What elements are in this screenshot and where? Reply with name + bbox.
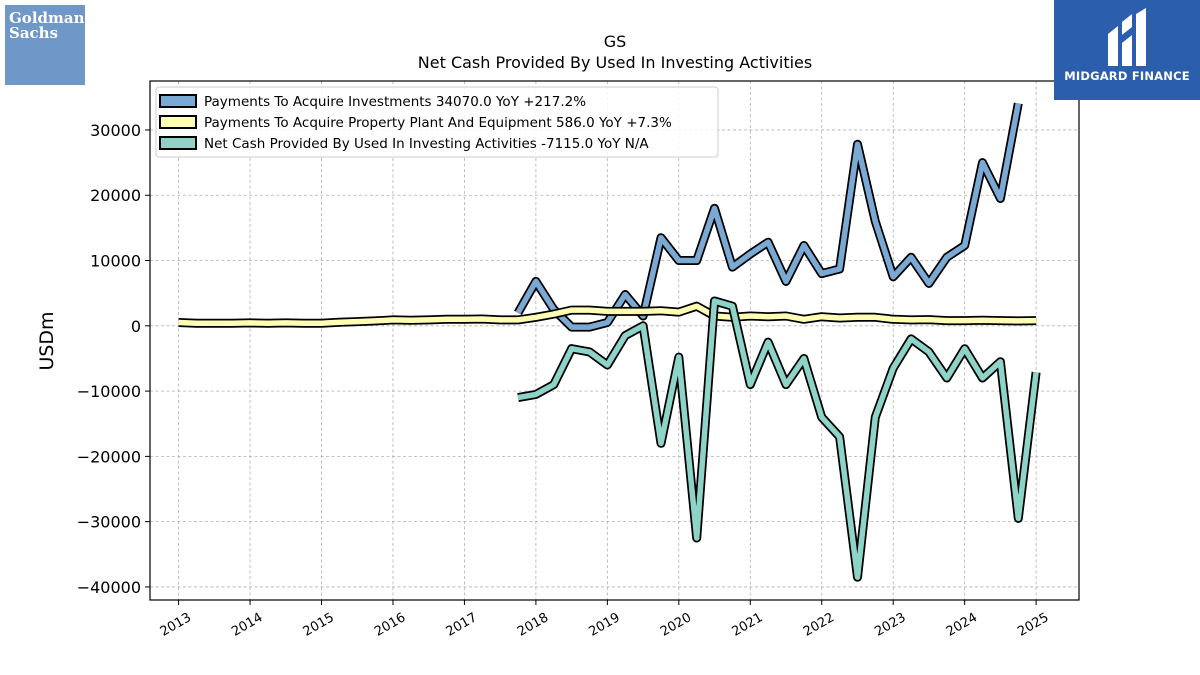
legend-label-3: Net Cash Provided By Used In Investing A… [204,136,649,152]
x-tick-label: 2018 [515,610,551,640]
series-layer [178,102,1041,582]
midgard-finance-logo: MIDGARD FINANCE [1054,0,1200,100]
y-tick-label: 20000 [90,186,141,205]
x-tick-label: 2019 [587,610,623,640]
legend-swatch-2 [159,115,197,129]
logo-left-line1: Goldman [9,9,85,27]
x-tick-label: 2022 [801,610,837,640]
y-ticks: 30000 20000 10000 0 −10000 −20000 −30000 −40000 [77,121,150,597]
x-tick-label: 2014 [229,610,265,640]
grid-lines [150,81,1079,600]
y-tick-label: 0 [131,317,141,336]
logo-right-text: MIDGARD FINANCE [1064,69,1190,83]
y-tick-label: 10000 [90,252,141,271]
x-tick-label: 2017 [444,610,480,640]
chart-title: GS [604,32,627,51]
series-line-2 [178,303,1037,326]
x-tick-label: 2025 [1015,610,1051,640]
midgard-mark-icon [1108,8,1146,66]
x-tick-label: 2015 [301,610,337,640]
legend-label-1: Payments To Acquire Investments 34070.0 … [204,94,586,110]
x-tick-label: 2020 [658,610,694,640]
logo-left-line2: Sachs [9,24,59,42]
chart-subtitle: Net Cash Provided By Used In Investing A… [418,53,812,72]
y-tick-label: 30000 [90,121,141,140]
series-line-3 [517,298,1039,580]
x-tick-label: 2013 [158,610,194,640]
y-axis-label: USDm [36,311,58,370]
x-tick-label: 2021 [729,610,765,640]
x-tick-label: 2023 [872,610,908,640]
legend-swatch-1 [159,94,197,108]
x-tick-label: 2016 [372,610,408,640]
series-line-1 [515,102,1022,330]
legend-box [155,86,719,158]
legend-swatch-3 [159,136,197,150]
y-tick-label: −40000 [77,578,141,597]
goldman-sachs-logo: Goldman Sachs [5,5,85,85]
plot-frame [149,80,1080,601]
x-tick-label: 2024 [944,610,980,640]
legend-label-2: Payments To Acquire Property Plant And E… [204,115,672,131]
y-tick-label: −20000 [77,447,141,466]
series-outline-3 [517,296,1041,582]
y-tick-label: −10000 [77,382,141,401]
legend: Payments To Acquire Investments 34070.0 … [155,86,719,158]
x-ticks: 2013 2014 2015 2016 2017 2018 2019 2020 2021 2022… [158,600,1051,640]
y-tick-label: −30000 [77,513,141,532]
